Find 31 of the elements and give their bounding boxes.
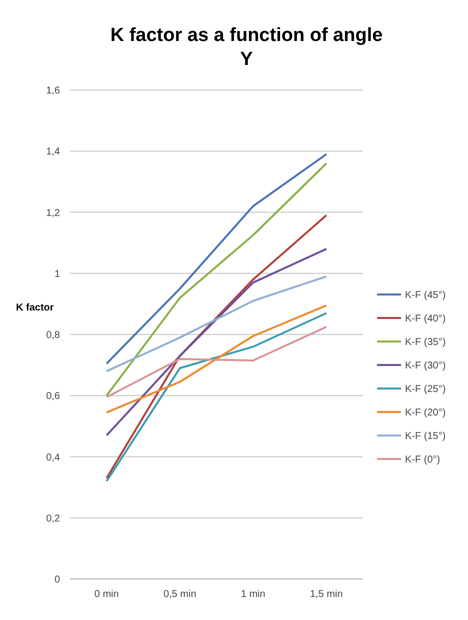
- legend-label: K-F (15°): [405, 431, 446, 442]
- x-tick-label: 1,5 min: [310, 589, 343, 600]
- legend-label: K-F (35°): [405, 337, 446, 348]
- line-series: [106, 162, 328, 397]
- legend-label: K-F (20°): [405, 408, 446, 418]
- legend-label: K-F (30°): [405, 360, 446, 372]
- y-axis-title: K factor: [16, 302, 54, 314]
- y-tick-label: 1,4: [46, 146, 60, 158]
- y-tick-label: 1: [54, 268, 60, 280]
- x-tick-label: 1 min: [240, 589, 266, 600]
- line-series: [106, 312, 328, 482]
- x-tick-label: 0,5 min: [163, 589, 196, 600]
- line-series: [106, 248, 328, 436]
- y-tick-label: 0,4: [46, 452, 60, 464]
- chart-title: K factor as a function of angle Y: [110, 25, 383, 70]
- legend-label: K-F (0°): [405, 454, 440, 466]
- line-series: [106, 275, 328, 372]
- y-tick-label: 1,2: [46, 208, 60, 219]
- legend-label: K-F (40°): [405, 314, 446, 324]
- line-series: [106, 214, 328, 480]
- x-tick-label: 0 min: [94, 589, 119, 600]
- y-tick-label: 0,8: [46, 330, 60, 341]
- y-tick-label: 1,6: [46, 86, 60, 96]
- y-tick-label: 0,2: [46, 513, 60, 524]
- y-tick-label: 0,6: [46, 391, 60, 402]
- line-series: [106, 304, 328, 414]
- legend-label: K-F (45°): [405, 290, 446, 301]
- line-series: [106, 153, 328, 365]
- line-series: [106, 326, 328, 398]
- legend-label: K-F (25°): [405, 384, 446, 395]
- y-tick-label: 0: [54, 574, 60, 586]
